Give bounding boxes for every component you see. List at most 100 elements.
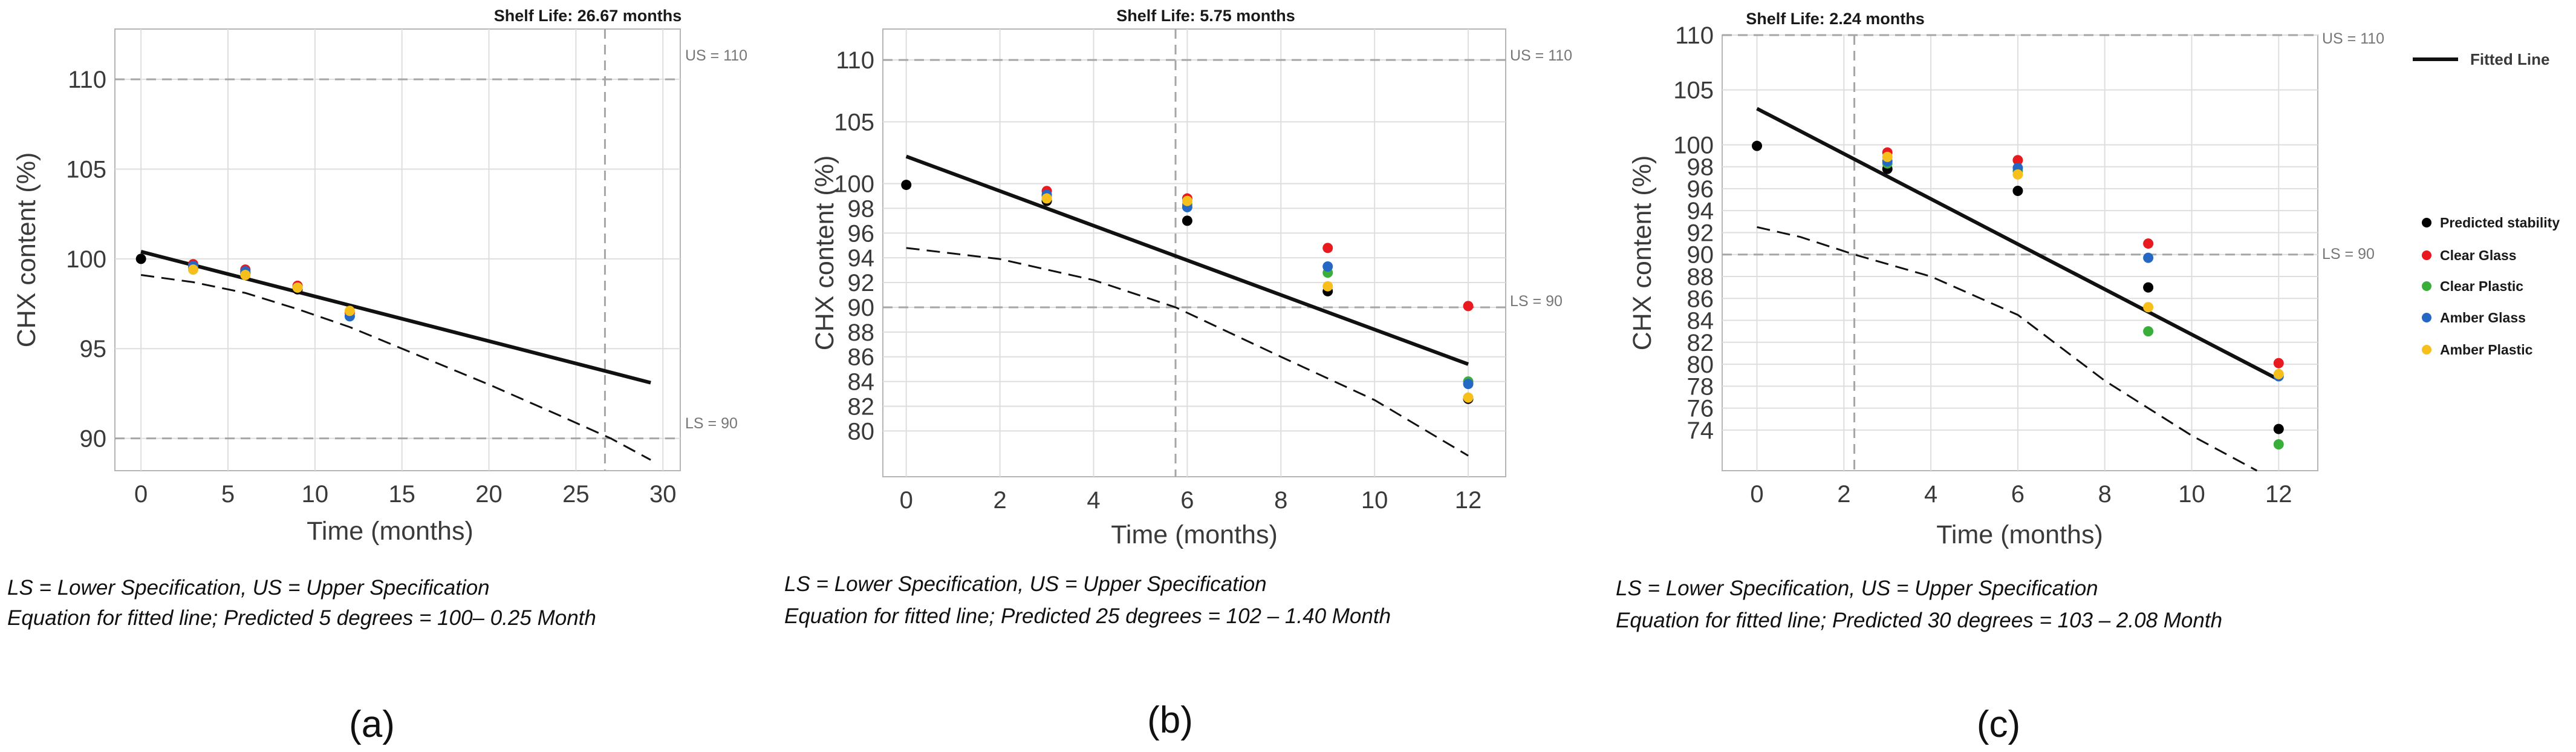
legend-label-amber-plastic: Amber Plastic — [2440, 342, 2533, 358]
x-tick-label: 2 — [993, 487, 1006, 514]
y-tick-label: 74 — [1687, 417, 1714, 444]
data-point-amber-plastic — [2012, 169, 2023, 180]
data-point-predicted-stability — [1182, 215, 1192, 226]
panel-b: Shelf Life: 5.75 months 8082848688909294… — [784, 7, 1572, 741]
data-point-clear-glass — [2012, 155, 2023, 166]
y-tick-label: 95 — [80, 336, 107, 362]
x-tick-label: 10 — [2178, 481, 2205, 508]
chart-title: Shelf Life: 26.67 months — [494, 7, 682, 25]
x-tick-label: 8 — [2098, 481, 2112, 508]
x-tick-label: 0 — [1750, 481, 1763, 508]
x-tick-labels: 0 2 4 6 8 10 12 — [900, 487, 1482, 514]
x-tick-label: 12 — [1455, 487, 1482, 514]
x-tick-label: 6 — [1180, 487, 1194, 514]
fitted-line-layer — [140, 250, 651, 385]
x-tick-label: 10 — [1361, 487, 1388, 514]
x-tick-label: 25 — [562, 481, 590, 508]
reference-lines — [1722, 34, 2318, 471]
fitted-line — [140, 250, 651, 385]
confidence-band — [906, 247, 1469, 457]
y-tick-label: 96 — [848, 220, 875, 247]
y-tick-label: 90 — [848, 295, 875, 321]
data-point-amber-glass — [1463, 379, 1474, 390]
x-tick-label: 8 — [1274, 487, 1287, 514]
legend-label-predicted-stability: Predicted stability — [2440, 215, 2560, 231]
ls-label: LS = 90 — [1510, 293, 1563, 310]
y-tick-label: 82 — [848, 393, 875, 420]
panel-label: (a) — [349, 704, 395, 745]
data-point-predicted-stability — [2143, 282, 2154, 293]
y-tick-label: 100 — [66, 246, 106, 273]
x-tick-label: 30 — [649, 481, 677, 508]
y-axis-label: CHX content (%) — [1628, 155, 1657, 351]
y-tick-label: 80 — [848, 418, 875, 445]
y-tick-label: 76 — [1687, 396, 1714, 422]
ls-label: LS = 90 — [685, 415, 738, 432]
lower-confidence-bound — [1757, 226, 2258, 472]
data-point-amber-plastic — [2143, 302, 2154, 313]
y-tick-label: 86 — [848, 344, 875, 371]
data-point-clear-plastic — [2143, 326, 2154, 337]
y-tick-label: 96 — [1687, 176, 1714, 203]
plot-area — [882, 28, 1506, 477]
y-tick-label: 90 — [80, 426, 107, 453]
data-point-predicted-stability — [901, 180, 912, 191]
grid-layer — [1722, 34, 2318, 471]
caption-line-1: LS = Lower Specification, US = Upper Spe… — [784, 572, 1267, 596]
data-point-amber-plastic — [2273, 368, 2284, 379]
plot-area — [1722, 34, 2318, 471]
panel-c: Shelf Life: 2.24 months 7476788082848688… — [1616, 10, 2384, 745]
x-tick-label: 2 — [1837, 481, 1850, 508]
fitted-line-layer — [1756, 106, 2280, 382]
panel-label: (c) — [1977, 704, 2020, 745]
data-point-clear-plastic — [2273, 439, 2284, 450]
chart-title: Shelf Life: 2.24 months — [1746, 10, 1925, 28]
y-tick-label: 82 — [1687, 330, 1714, 356]
y-tick-label: 100 — [834, 171, 874, 198]
chart-title: Shelf Life: 5.75 months — [1116, 7, 1295, 25]
data-point-amber-plastic — [1463, 392, 1474, 403]
x-tick-label: 10 — [302, 481, 329, 508]
us-label: US = 110 — [1510, 47, 1572, 64]
x-tick-label: 0 — [900, 487, 913, 514]
legend-label-amber-glass: Amber Glass — [2440, 310, 2526, 325]
fitted-line — [905, 154, 1469, 366]
x-tick-label: 15 — [388, 481, 415, 508]
y-tick-label: 92 — [1687, 220, 1714, 246]
y-tick-label: 110 — [1675, 22, 1714, 49]
y-tick-label: 94 — [1687, 198, 1714, 224]
x-tick-label: 6 — [2011, 481, 2025, 508]
data-points — [1752, 140, 2284, 450]
legend-marker-amber-glass — [2422, 313, 2431, 322]
x-axis-label: Time (months) — [1936, 520, 2103, 549]
legend-label-clear-plastic: Clear Plastic — [2440, 278, 2523, 294]
data-point-amber-plastic — [292, 282, 303, 293]
lower-confidence-bound — [140, 274, 651, 461]
x-tick-label: 4 — [1924, 481, 1937, 508]
y-tick-labels: 90 95 100 105 110 — [66, 67, 106, 452]
us-label: US = 110 — [2322, 30, 2384, 47]
x-tick-label: 4 — [1087, 487, 1100, 514]
y-tick-label: 90 — [1687, 242, 1714, 269]
y-tick-label: 98 — [848, 195, 875, 222]
confidence-band — [1757, 226, 2258, 472]
data-point-amber-glass — [2143, 252, 2154, 263]
data-point-amber-plastic — [344, 306, 355, 316]
y-tick-label: 100 — [1673, 132, 1714, 159]
x-tick-labels: 0 2 4 6 8 10 12 — [1750, 481, 2292, 508]
data-point-clear-glass — [2273, 358, 2284, 368]
y-tick-label: 86 — [1687, 286, 1714, 312]
y-tick-label: 84 — [1687, 308, 1714, 335]
legend-marker-clear-glass — [2422, 250, 2431, 260]
us-label: US = 110 — [685, 47, 747, 64]
data-point-predicted-stability — [135, 253, 146, 264]
ls-label: LS = 90 — [2322, 246, 2375, 263]
confidence-band — [140, 274, 651, 461]
y-tick-label: 110 — [836, 47, 874, 74]
legend-marker-amber-plastic — [2422, 345, 2431, 355]
data-point-amber-plastic — [1882, 151, 1893, 162]
data-point-clear-glass — [1463, 301, 1474, 312]
